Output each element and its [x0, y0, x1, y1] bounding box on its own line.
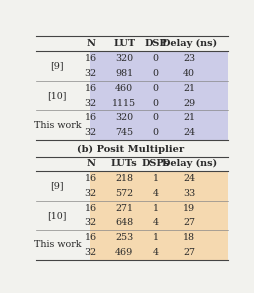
- Text: 1115: 1115: [112, 98, 136, 108]
- Text: [9]: [9]: [51, 62, 64, 70]
- Text: 0: 0: [153, 54, 159, 63]
- Text: [10]: [10]: [47, 211, 67, 220]
- Text: 40: 40: [183, 69, 195, 78]
- Text: LUTs: LUTs: [111, 159, 138, 168]
- Text: N: N: [86, 159, 95, 168]
- Text: 16: 16: [85, 54, 97, 63]
- Text: 648: 648: [115, 218, 133, 227]
- Text: 18: 18: [183, 233, 195, 242]
- Bar: [90, 81, 228, 110]
- Text: 4: 4: [153, 189, 159, 198]
- Text: 21: 21: [183, 113, 195, 122]
- Text: 24: 24: [183, 128, 195, 137]
- Text: 33: 33: [183, 189, 195, 198]
- Text: 16: 16: [85, 204, 97, 213]
- Bar: [90, 171, 228, 201]
- Bar: [90, 201, 228, 230]
- Text: 320: 320: [115, 54, 133, 63]
- Text: Delay (ns): Delay (ns): [162, 39, 217, 48]
- Text: 16: 16: [85, 113, 97, 122]
- Text: 218: 218: [115, 174, 133, 183]
- Text: N: N: [86, 39, 95, 48]
- Text: 460: 460: [115, 84, 133, 93]
- Text: 32: 32: [85, 98, 97, 108]
- Text: 0: 0: [153, 128, 159, 137]
- Text: Delay (ns): Delay (ns): [162, 159, 217, 168]
- Text: This work: This work: [34, 241, 81, 249]
- Text: 32: 32: [85, 218, 97, 227]
- Text: 32: 32: [85, 128, 97, 137]
- Text: 745: 745: [115, 128, 133, 137]
- Bar: [90, 230, 228, 260]
- Text: 21: 21: [183, 84, 195, 93]
- Text: 32: 32: [85, 189, 97, 198]
- Text: 16: 16: [85, 174, 97, 183]
- Text: 469: 469: [115, 248, 133, 257]
- Text: 32: 32: [85, 248, 97, 257]
- Text: 572: 572: [115, 189, 133, 198]
- Text: 1: 1: [153, 204, 159, 213]
- Text: 29: 29: [183, 98, 195, 108]
- Text: 16: 16: [85, 84, 97, 93]
- Text: 320: 320: [115, 113, 133, 122]
- Text: 32: 32: [85, 69, 97, 78]
- Text: [9]: [9]: [51, 181, 64, 190]
- Text: (b) Posit Multiplier: (b) Posit Multiplier: [77, 144, 184, 154]
- Text: 1: 1: [153, 174, 159, 183]
- Text: 19: 19: [183, 204, 195, 213]
- Text: 24: 24: [183, 174, 195, 183]
- Text: 27: 27: [183, 248, 195, 257]
- Text: 0: 0: [153, 84, 159, 93]
- Text: 27: 27: [183, 218, 195, 227]
- Text: 981: 981: [115, 69, 133, 78]
- Text: 271: 271: [115, 204, 133, 213]
- Text: 16: 16: [85, 233, 97, 242]
- Text: 4: 4: [153, 248, 159, 257]
- Text: 1: 1: [153, 233, 159, 242]
- Text: 0: 0: [153, 69, 159, 78]
- Text: 253: 253: [115, 233, 133, 242]
- Text: 4: 4: [153, 218, 159, 227]
- Text: 0: 0: [153, 113, 159, 122]
- Text: This work: This work: [34, 121, 81, 130]
- Text: DSPs: DSPs: [142, 159, 170, 168]
- Text: [10]: [10]: [47, 91, 67, 100]
- Text: 23: 23: [183, 54, 195, 63]
- Bar: [90, 110, 228, 140]
- Text: LUT: LUT: [113, 39, 135, 48]
- Bar: [90, 51, 228, 81]
- Text: DSP: DSP: [144, 39, 167, 48]
- Text: 0: 0: [153, 98, 159, 108]
